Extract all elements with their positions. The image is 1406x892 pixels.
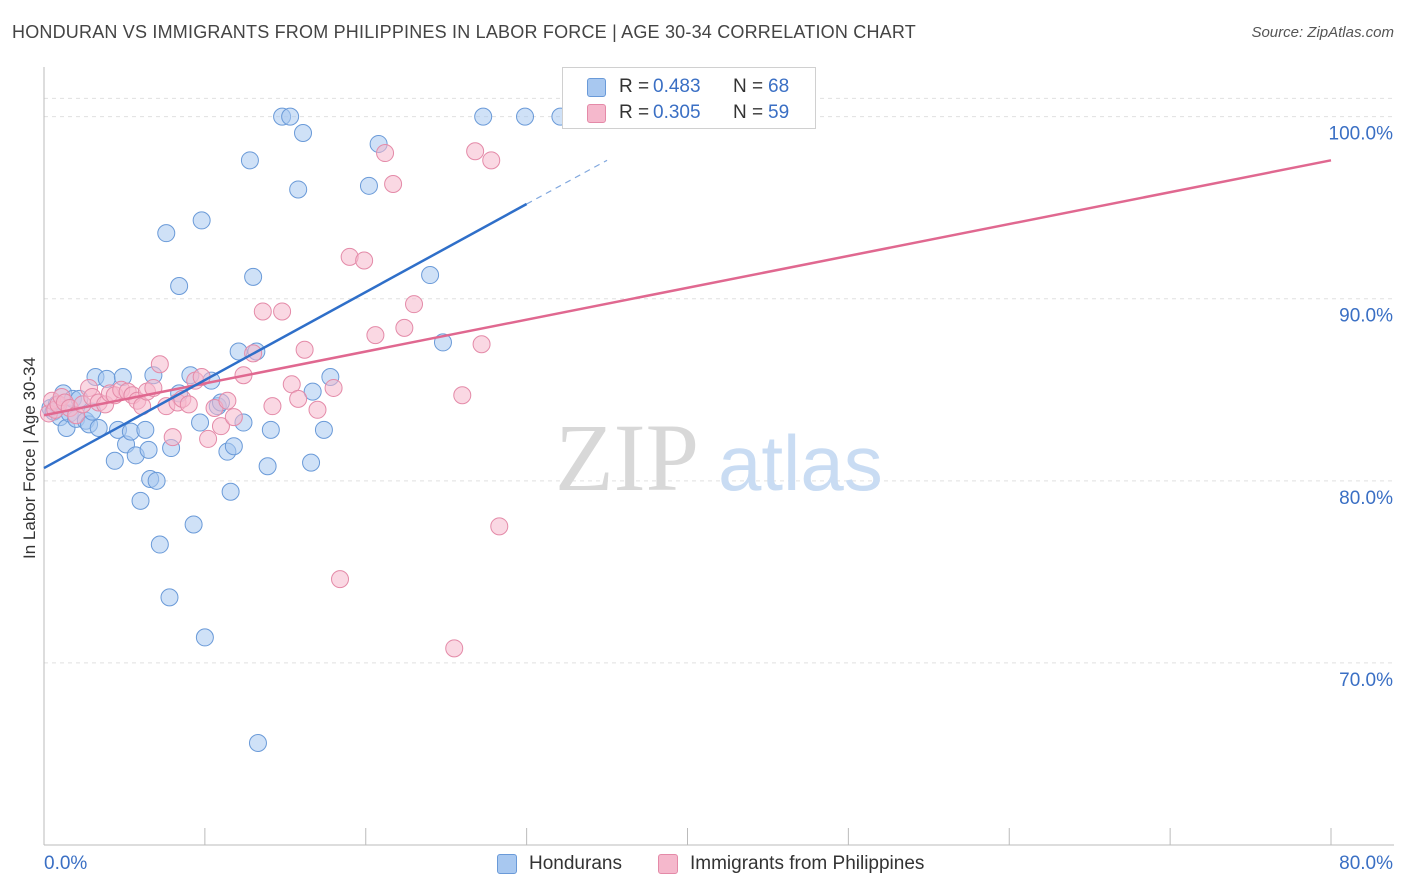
n-value: 59 bbox=[768, 102, 790, 123]
n-label: N = bbox=[733, 102, 764, 123]
honduran-point bbox=[248, 734, 267, 753]
correlation-legend: R = 0.483 N = 68 R = 0.305 N = 59 bbox=[562, 67, 816, 129]
r-value: 0.483 bbox=[653, 76, 701, 97]
honduran-point bbox=[150, 535, 169, 554]
philippines-point bbox=[453, 386, 472, 405]
r-label: R = bbox=[619, 76, 650, 97]
chart-title: HONDURAN VS IMMIGRANTS FROM PHILIPPINES … bbox=[12, 22, 916, 42]
axes bbox=[43, 67, 1394, 846]
x-tick-label: 0.0% bbox=[44, 853, 87, 874]
philippines-point bbox=[163, 428, 182, 447]
r-label: R = bbox=[619, 102, 650, 123]
philippines-point bbox=[273, 302, 292, 321]
honduran-point bbox=[294, 124, 313, 143]
hondurans-trend-extension bbox=[526, 159, 608, 205]
honduran-point bbox=[157, 224, 176, 243]
honduran-point bbox=[89, 419, 108, 438]
honduran-point bbox=[224, 437, 243, 456]
honduran-point bbox=[105, 451, 124, 470]
hondurans-swatch bbox=[497, 854, 517, 874]
series-legend: Hondurans Immigrants from Philippines bbox=[0, 852, 1406, 878]
philippines-point bbox=[472, 335, 491, 354]
philippines-point bbox=[384, 175, 403, 194]
honduran-point bbox=[136, 420, 155, 439]
philippines-point bbox=[490, 517, 509, 536]
philippines-point bbox=[395, 318, 414, 337]
y-tick-label: 80.0% bbox=[1339, 488, 1393, 509]
honduran-point bbox=[421, 266, 440, 285]
philippines-trend-line bbox=[43, 159, 1332, 417]
philippines-point bbox=[199, 429, 218, 448]
honduran-point bbox=[147, 471, 166, 490]
honduran-point bbox=[474, 107, 493, 126]
honduran-point bbox=[191, 413, 210, 432]
philippines-point bbox=[355, 251, 374, 270]
philippines-point bbox=[150, 355, 169, 374]
source-label: Source: ZipAtlas.com bbox=[1251, 24, 1394, 41]
trend-lines bbox=[43, 159, 1332, 470]
honduran-point bbox=[139, 440, 158, 459]
philippines-point bbox=[366, 326, 385, 345]
hondurans-swatch bbox=[587, 78, 606, 97]
philippines-point bbox=[211, 417, 230, 436]
philippines-point bbox=[466, 142, 485, 161]
philippines-point bbox=[324, 378, 343, 397]
philippines-point bbox=[253, 302, 272, 321]
honduran-point bbox=[160, 588, 179, 607]
y-tick-label: 90.0% bbox=[1339, 306, 1393, 327]
philippines-point bbox=[179, 395, 198, 414]
honduran-point bbox=[261, 420, 280, 439]
honduran-point bbox=[195, 628, 214, 647]
watermark-atlas: atlas bbox=[718, 419, 883, 507]
y-tick-label: 100.0% bbox=[1329, 124, 1394, 145]
philippines-point bbox=[224, 408, 243, 427]
honduran-point bbox=[359, 176, 378, 195]
honduran-point bbox=[240, 151, 259, 170]
honduran-point bbox=[131, 491, 150, 510]
legend-label: Immigrants from Philippines bbox=[690, 853, 925, 874]
philippines-points bbox=[39, 142, 509, 658]
legend-label: Hondurans bbox=[529, 853, 622, 874]
n-label: N = bbox=[733, 76, 764, 97]
philippines-point bbox=[218, 391, 237, 410]
honduran-point bbox=[192, 211, 211, 230]
philippines-point bbox=[331, 570, 350, 589]
tick-labels: 70.0% 80.0% 90.0% 100.0% 0.0% 80.0% bbox=[44, 124, 1393, 874]
watermark-zip: ZIP bbox=[555, 404, 699, 511]
philippines-point bbox=[308, 400, 327, 419]
honduran-point bbox=[184, 515, 203, 534]
philippines-point bbox=[295, 340, 314, 359]
philippines-point bbox=[445, 639, 464, 658]
legend-row-philippines: R = 0.305 N = 59 bbox=[563, 101, 815, 127]
honduran-point bbox=[302, 453, 321, 472]
honduran-point bbox=[289, 180, 308, 199]
philippines-swatch bbox=[658, 854, 678, 874]
philippines-point bbox=[289, 389, 308, 408]
philippines-point bbox=[376, 144, 395, 163]
honduran-point bbox=[314, 420, 333, 439]
y-tick-label: 70.0% bbox=[1339, 670, 1393, 691]
legend-row-hondurans: R = 0.483 N = 68 bbox=[563, 75, 815, 101]
philippines-point bbox=[405, 295, 424, 314]
n-value: 68 bbox=[768, 76, 790, 97]
honduran-point bbox=[244, 267, 263, 286]
honduran-point bbox=[516, 107, 535, 126]
r-value: 0.305 bbox=[653, 102, 701, 123]
honduran-point bbox=[170, 276, 189, 295]
honduran-point bbox=[221, 482, 240, 501]
philippines-point bbox=[482, 151, 501, 170]
honduran-point bbox=[281, 107, 300, 126]
philippines-point bbox=[263, 397, 282, 416]
hondurans-trend-line bbox=[43, 202, 528, 470]
hondurans-points bbox=[41, 107, 570, 753]
honduran-point bbox=[97, 369, 116, 388]
philippines-swatch bbox=[587, 104, 606, 123]
honduran-point bbox=[303, 382, 322, 401]
honduran-point bbox=[258, 457, 277, 476]
x-tick-label: 80.0% bbox=[1339, 853, 1393, 874]
